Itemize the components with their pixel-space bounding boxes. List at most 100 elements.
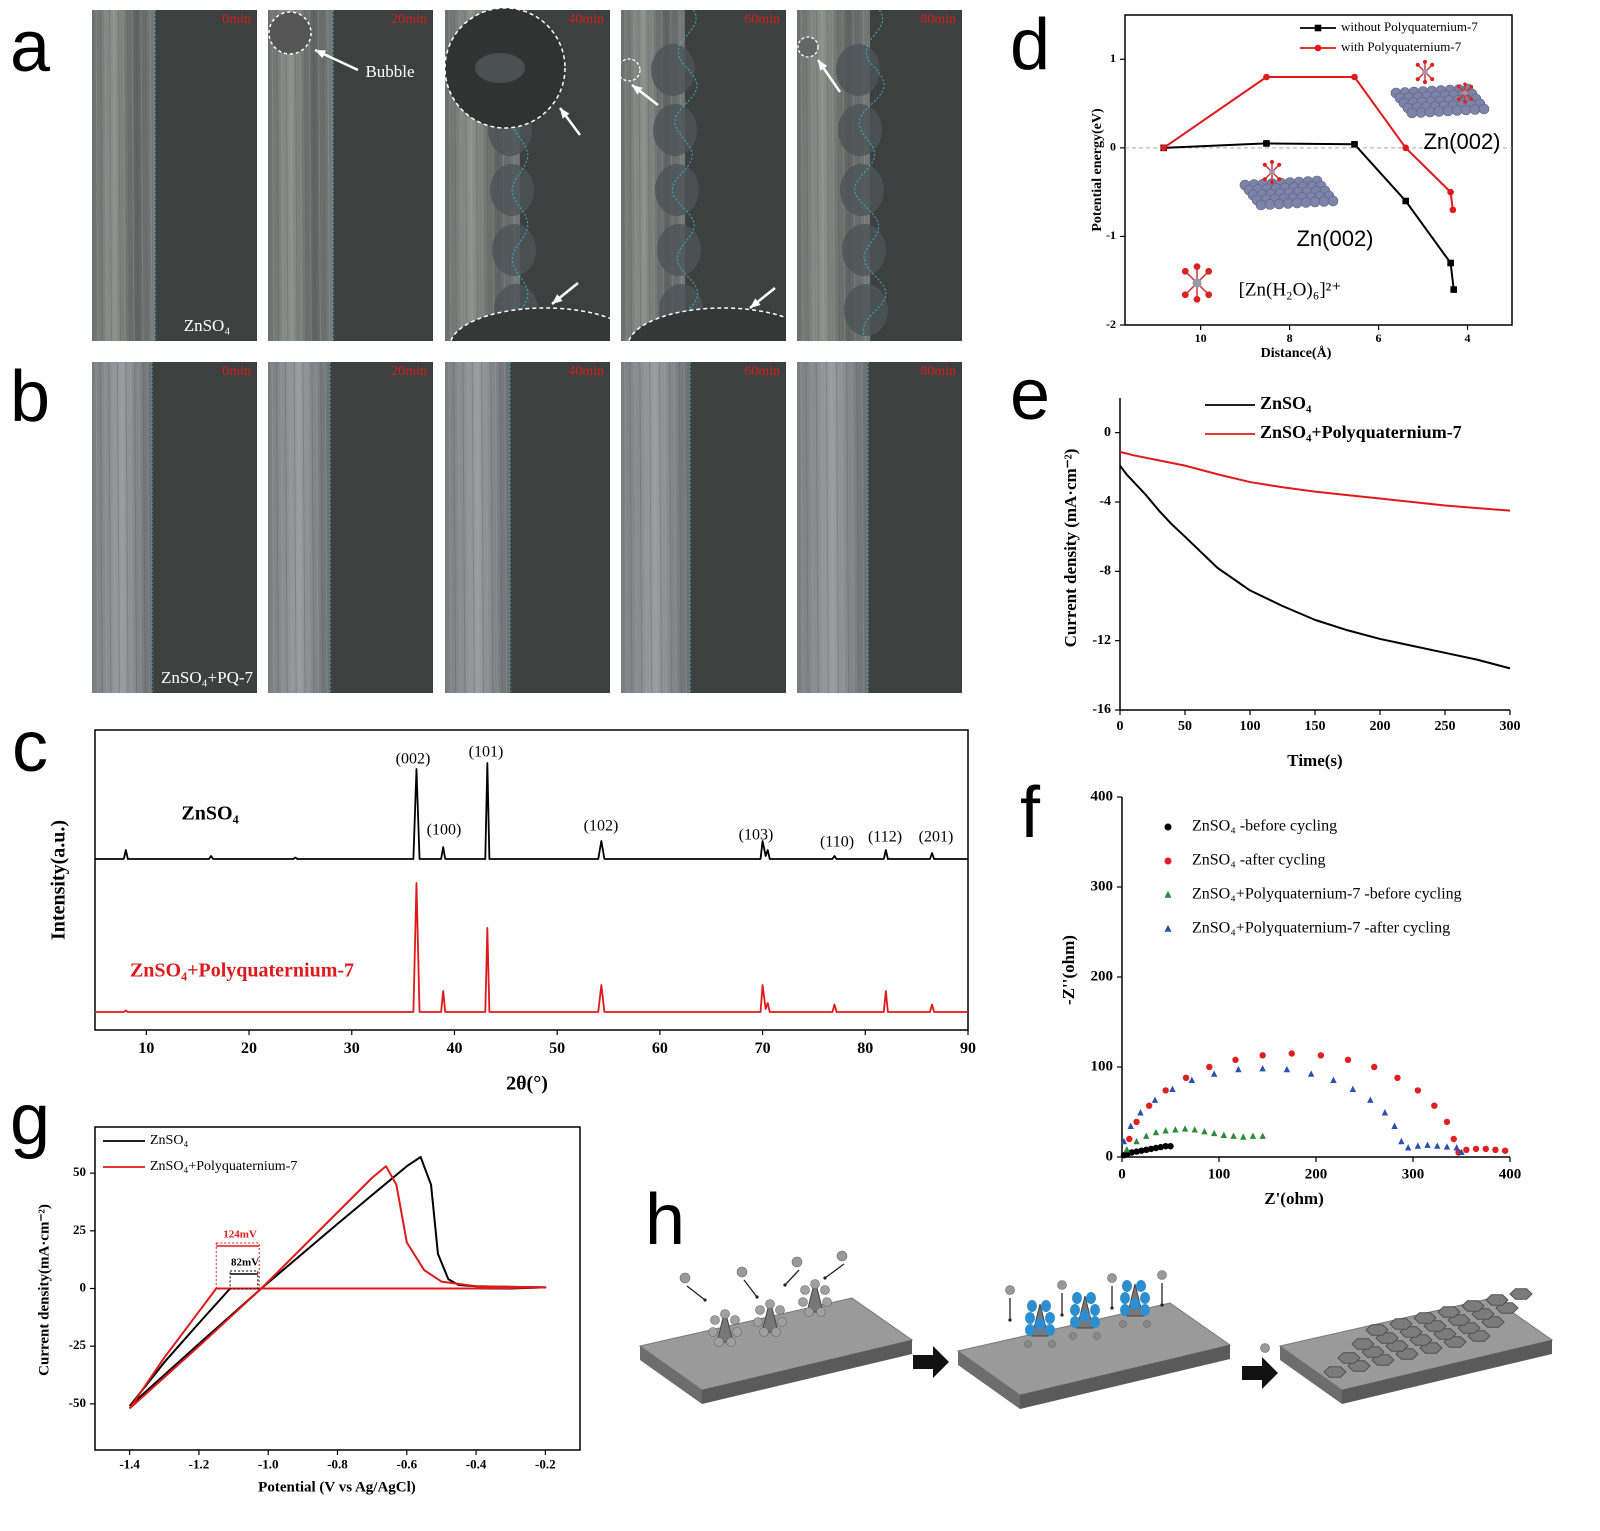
marker — [1492, 1146, 1499, 1154]
texture — [317, 10, 321, 341]
small-arrow — [784, 1269, 800, 1286]
texture — [308, 10, 312, 341]
marker — [1307, 1070, 1315, 1077]
x-axis-title: Potential (V vs Ag/AgCl) — [258, 1479, 416, 1495]
micrograph — [797, 362, 962, 693]
dendrite — [657, 224, 701, 276]
x-tick-label: -0.8 — [327, 1457, 348, 1472]
texture — [826, 10, 830, 341]
series-line — [95, 762, 968, 860]
panel-label: g — [10, 1080, 50, 1160]
hexagon — [1351, 1338, 1375, 1350]
texture — [490, 362, 494, 693]
atom — [1415, 77, 1420, 82]
texture — [683, 362, 687, 693]
atom — [1181, 291, 1189, 299]
annotation: (100) — [427, 822, 462, 839]
marker — [1210, 1070, 1218, 1077]
texture — [448, 362, 452, 693]
marker — [1126, 1135, 1133, 1143]
texture — [138, 362, 142, 693]
arrow-tip — [1160, 1303, 1164, 1307]
marker — [1162, 1087, 1169, 1094]
plot-frame — [94, 729, 969, 1031]
texture — [815, 362, 819, 693]
texture — [663, 362, 667, 693]
marker — [1443, 1118, 1451, 1126]
time-label: 60min — [744, 364, 780, 379]
texture — [304, 10, 307, 341]
atom — [1469, 97, 1474, 102]
time-label: 40min — [568, 364, 604, 379]
blue-ion — [1025, 1312, 1035, 1324]
arrow-tip — [755, 1295, 759, 1299]
spacing-box — [215, 1242, 260, 1290]
marker — [1317, 1052, 1325, 1059]
blue-ion — [1070, 1316, 1080, 1328]
x-tick-label: 4 — [1465, 331, 1471, 345]
dendrite — [842, 224, 886, 276]
marker — [1381, 1109, 1389, 1116]
marker — [1391, 1122, 1398, 1129]
marker — [1414, 1142, 1422, 1149]
marker — [1164, 890, 1172, 898]
marker — [1402, 144, 1409, 152]
blue-ion — [1070, 1304, 1080, 1316]
zinc-electrode — [797, 362, 868, 693]
texture — [462, 362, 466, 693]
dendrite — [836, 44, 880, 96]
zn-atom — [1478, 103, 1490, 115]
zn-atom — [1291, 197, 1303, 209]
slab-side — [958, 1351, 1020, 1409]
micrograph — [92, 10, 257, 341]
hexagon — [1461, 1300, 1485, 1312]
ion — [714, 1337, 724, 1347]
time-label: 60min — [744, 12, 780, 27]
zn-atom — [1406, 107, 1418, 119]
marker — [1143, 1132, 1150, 1139]
marker — [1230, 1132, 1237, 1139]
annotation: (101) — [469, 744, 504, 761]
texture — [471, 362, 475, 693]
texture — [313, 10, 317, 341]
x-tick-label: 20 — [241, 1040, 257, 1057]
texture — [481, 362, 484, 693]
x-axis-title: Z'(ohm) — [1264, 1189, 1324, 1208]
y-tick-label: 200 — [1091, 968, 1114, 984]
zinc-electrode — [92, 362, 152, 693]
hexagon — [1389, 1318, 1413, 1330]
marker — [1349, 1085, 1357, 1093]
marker — [1160, 144, 1167, 152]
texture — [846, 362, 850, 693]
micrograph — [797, 10, 962, 341]
y-axis-title: Current density (mA·cm⁻²) — [1061, 449, 1080, 648]
arrow-tip — [1110, 1306, 1114, 1310]
texture — [112, 362, 116, 693]
mechanism-diagram — [638, 1250, 1554, 1409]
hexagon — [1365, 1324, 1389, 1336]
texture — [302, 362, 306, 693]
texture — [95, 362, 99, 693]
legend-label: ZnSO₄ -after cycling — [1192, 852, 1326, 869]
texture — [805, 10, 809, 341]
atom — [1456, 97, 1461, 102]
hexagon — [1337, 1352, 1361, 1364]
blue-ion — [1090, 1304, 1100, 1316]
ion — [1107, 1273, 1117, 1283]
ion — [816, 1307, 826, 1317]
ion — [791, 1256, 803, 1268]
blue-ion — [1140, 1304, 1150, 1316]
texture — [453, 362, 457, 693]
marker — [1127, 1122, 1134, 1129]
marker — [1145, 1102, 1153, 1109]
y-axis-title: Intensity(a.u.) — [48, 820, 70, 940]
x-tick-label: -0.4 — [466, 1457, 487, 1472]
x-axis-title: Time(s) — [1287, 751, 1342, 770]
y-tick-label: 25 — [73, 1222, 87, 1237]
hexagon — [1485, 1294, 1509, 1306]
marker — [1414, 1087, 1422, 1094]
y-tick-label: 0 — [1106, 1148, 1114, 1164]
texture — [856, 362, 860, 693]
atom — [1277, 177, 1282, 182]
